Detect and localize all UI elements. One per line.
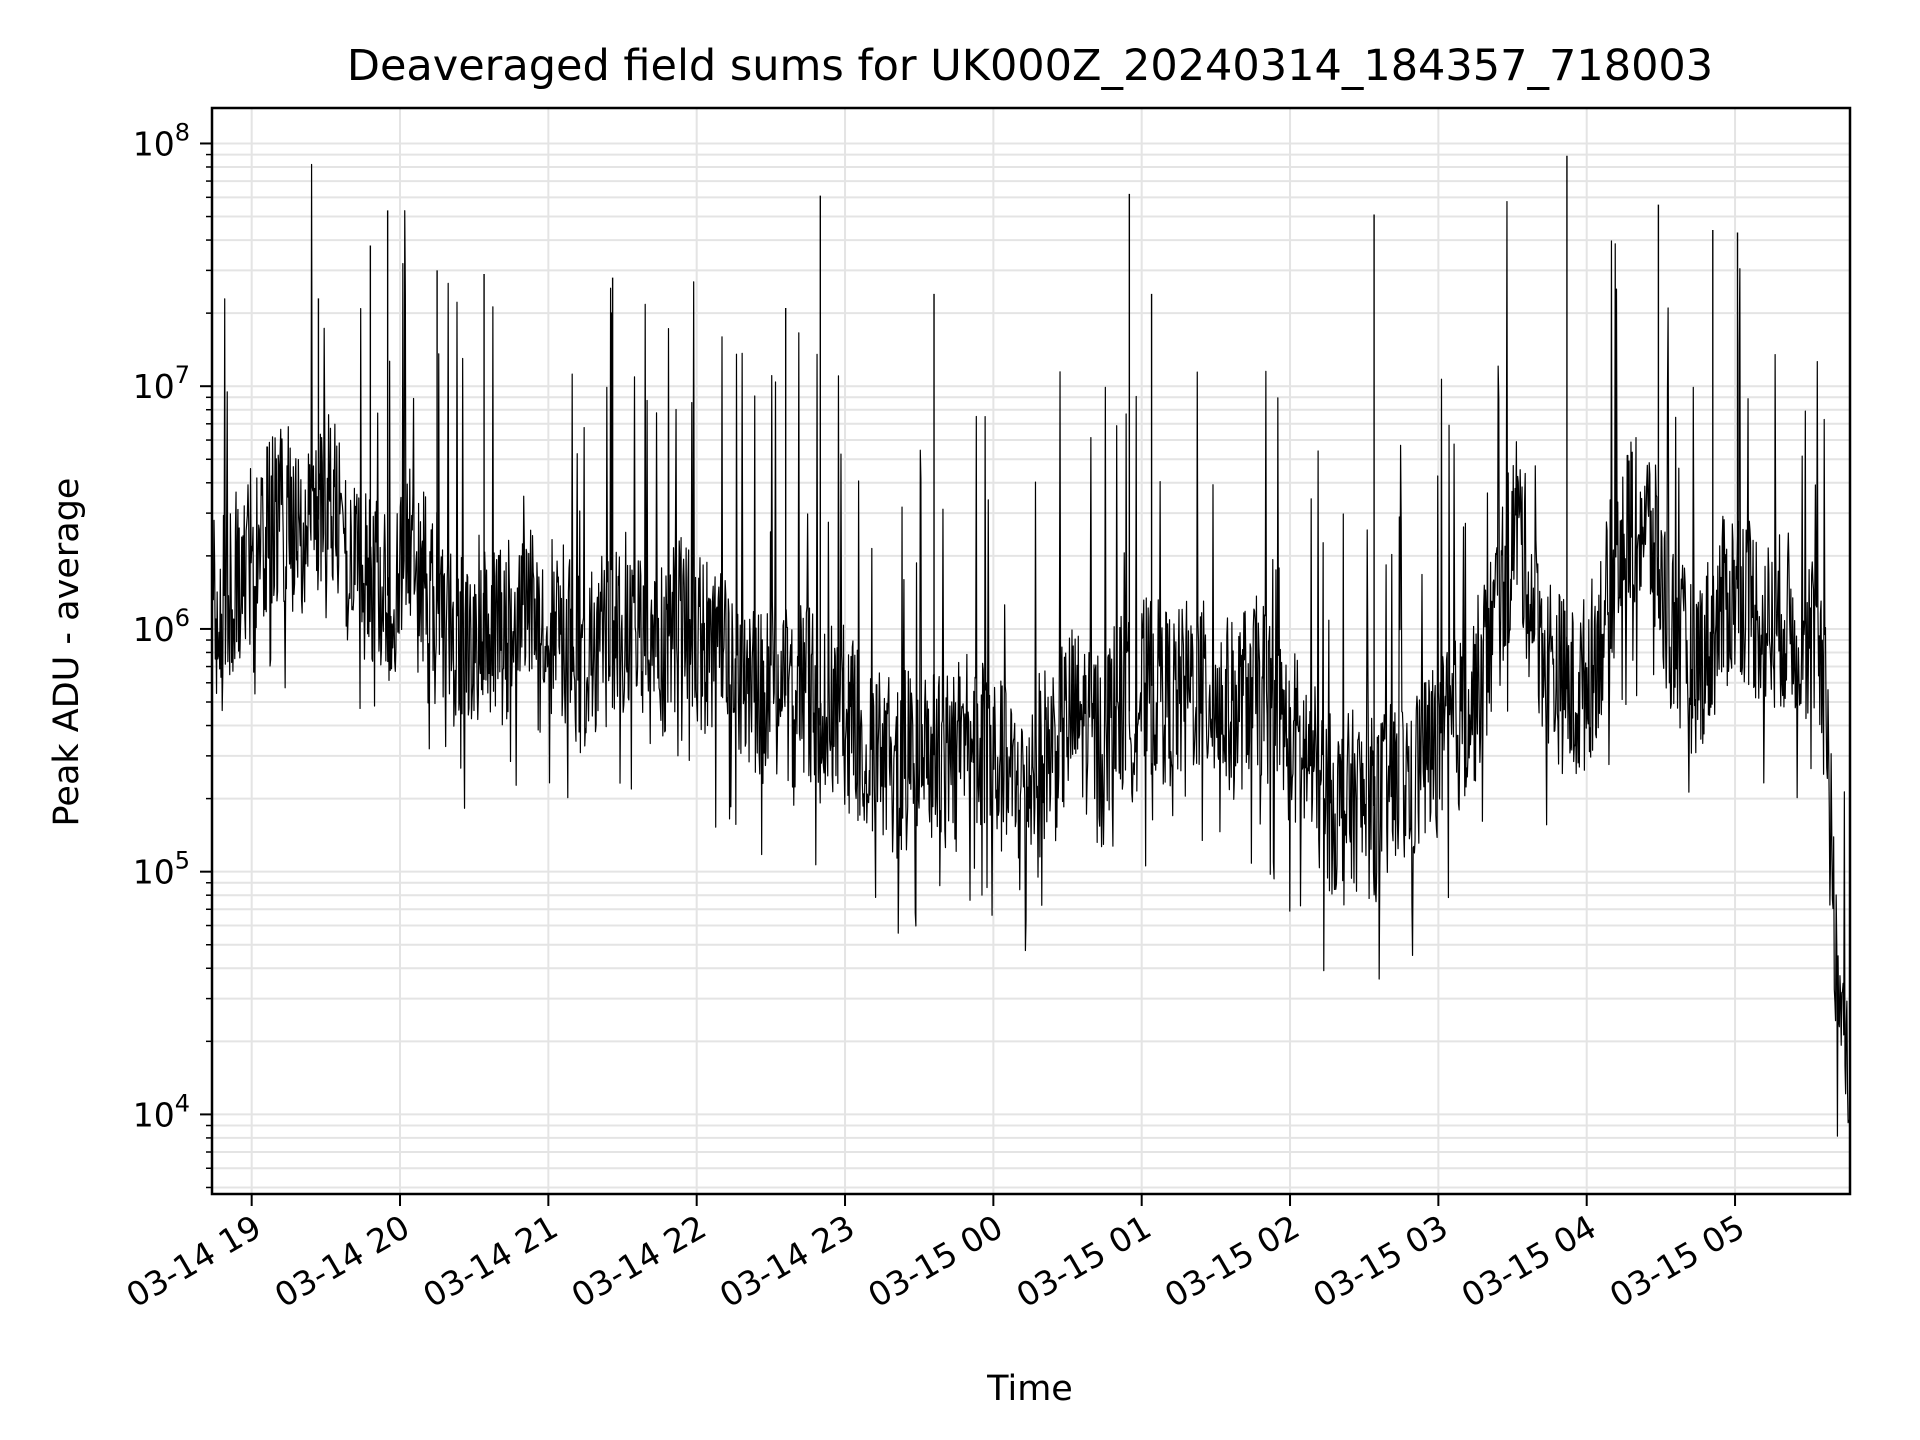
y-axis-title: Peak ADU - average [47,478,87,827]
series-layer [211,155,1850,1137]
plot-frame [210,106,1852,1196]
x-axis-title: Time [986,1369,1073,1409]
grid [212,108,1850,1194]
y-tick-label: 108 [133,118,190,163]
series-line [211,163,1850,1137]
y-axis: 104 105 106 107 108 [133,118,212,1189]
y-tick-label: 104 [133,1089,190,1134]
chart-title: Deaveraged field sums for UK000Z_2024031… [347,41,1713,91]
y-tick-label: 106 [133,604,190,649]
y-tick-label: 107 [133,361,190,406]
y-tick-label: 105 [133,847,190,892]
